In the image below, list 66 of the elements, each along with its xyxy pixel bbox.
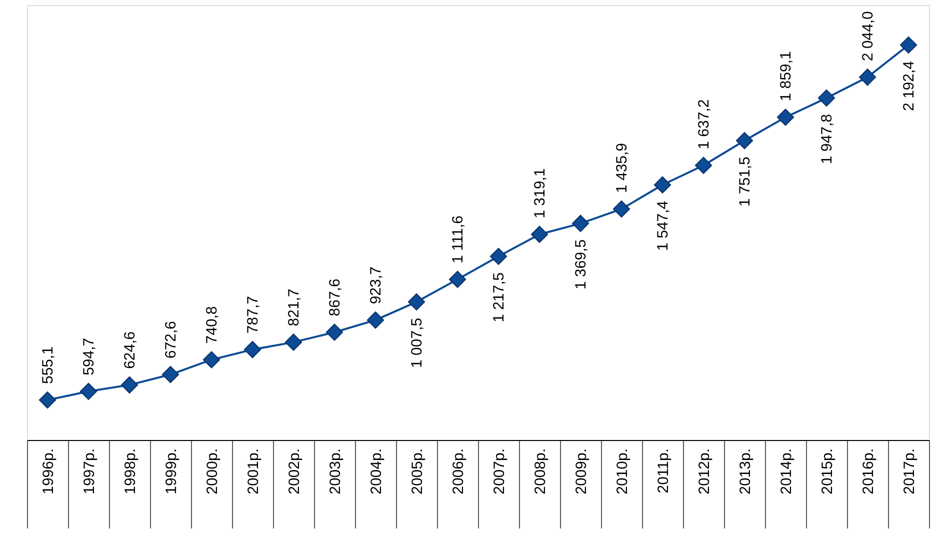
x-tick-label: 2008р. (532, 448, 549, 494)
data-label: 867,6 (326, 278, 344, 316)
data-label: 1 859,1 (778, 51, 794, 102)
x-tick-label: 2016р. (860, 448, 877, 494)
x-tick-label: 2013р. (737, 448, 754, 494)
x-tick-label: 2011р. (655, 448, 672, 494)
x-tick-label: 2010р. (614, 448, 631, 494)
point (572, 214, 590, 232)
point (900, 36, 918, 54)
data-label: 1 319,1 (532, 168, 548, 218)
point (408, 293, 426, 310)
data-label: 740,8 (204, 306, 220, 344)
point (244, 341, 262, 358)
x-tick-label: 2014р. (778, 448, 795, 494)
x-tick-label: 2003р. (327, 448, 344, 494)
x-tick-label: 2015р. (819, 448, 836, 494)
point (120, 376, 138, 394)
data-label: 624,6 (122, 331, 138, 369)
data-label: 594,7 (80, 338, 98, 376)
data-label: 1 751,5 (736, 156, 754, 207)
data-label: 1 217,5 (490, 272, 508, 322)
point (326, 324, 344, 341)
point (448, 270, 466, 288)
point (654, 176, 672, 194)
data-label: 1 111,6 (450, 216, 466, 264)
data-label: 1 547,4 (654, 200, 672, 251)
x-tick-label: 2000р. (204, 448, 221, 494)
x-tick-label: 2007р. (491, 448, 508, 494)
x-tick-label: 2001р. (245, 448, 262, 494)
x-tick-label: 1999р. (163, 448, 180, 494)
data-label: 2 192,4 (900, 61, 918, 112)
data-label: 2 044,0 (860, 11, 876, 62)
point (694, 156, 712, 174)
point (80, 382, 98, 400)
point (818, 89, 836, 107)
data-label: 555,1 (40, 346, 56, 384)
x-tick-label: 2017р. (901, 448, 918, 494)
point (38, 391, 56, 409)
data-label: 1 007,5 (408, 318, 426, 368)
point (736, 132, 754, 150)
x-tick-label: 2005р. (409, 448, 426, 494)
x-tick-label: 2012р. (696, 448, 713, 494)
point (858, 68, 876, 86)
point (612, 200, 630, 218)
data-label: 672,6 (162, 320, 180, 359)
data-label: 1 637,2 (696, 99, 712, 150)
point (162, 366, 180, 384)
x-tick-label: 2009р. (573, 448, 590, 494)
point (284, 334, 302, 351)
data-label: 787,7 (244, 296, 262, 334)
x-tick-label: 1998р. (122, 448, 139, 494)
data-label: 923,7 (368, 266, 384, 304)
data-label: 1 947,8 (818, 114, 836, 164)
point (202, 351, 220, 368)
x-tick-label: 1997р. (81, 448, 98, 494)
point (366, 312, 384, 329)
data-label: 1 435,9 (614, 142, 630, 194)
data-label: 821,7 (286, 288, 302, 326)
x-tick-label: 1996р. (40, 448, 57, 494)
point (490, 248, 508, 265)
point (530, 226, 548, 243)
point (776, 108, 794, 126)
x-tick-label: 2004р. (368, 448, 385, 494)
data-label: 1 369,5 (572, 239, 590, 290)
x-tick-label: 2006р. (450, 448, 467, 494)
x-tick-label: 2002р. (286, 448, 303, 494)
